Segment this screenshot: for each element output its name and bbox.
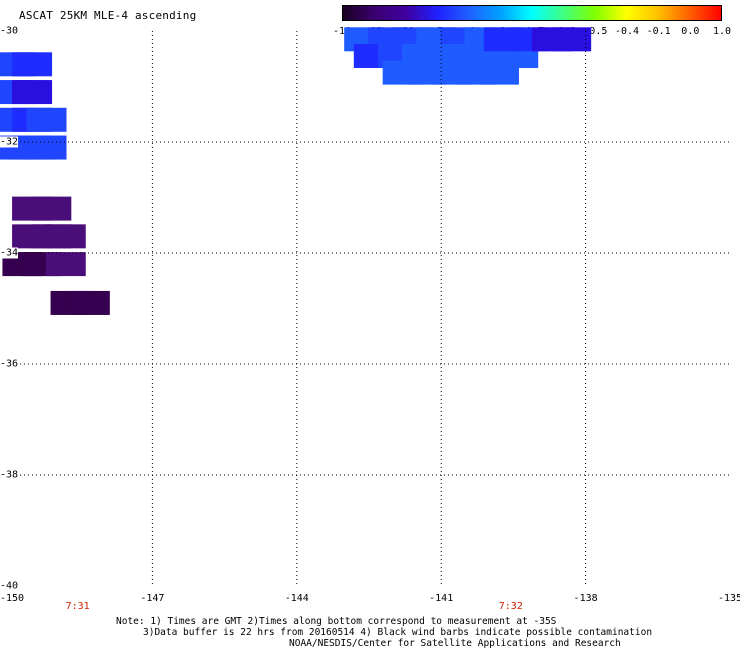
note-line-2: 3)Data buffer is 22 hrs from 20160514 4)… [143, 627, 653, 638]
swath-cell [478, 60, 519, 85]
colorbar-tick-label: -0.1 [646, 26, 671, 37]
time-label: 7:32 [498, 601, 523, 612]
swath-cell [69, 290, 110, 315]
latitude-label: -40 [0, 580, 19, 592]
longitude-label: -150 [0, 593, 25, 604]
longitude-label: -138 [573, 593, 598, 604]
latitude-label: -30 [0, 25, 19, 37]
note-line-1: Note: 1) Times are GMT 2)Times along bot… [116, 616, 557, 627]
time-label: 7:31 [65, 601, 90, 612]
swath-cell [45, 224, 86, 249]
longitude-label: -141 [429, 593, 454, 604]
colorbar-tick-label: 0.0 [681, 26, 700, 37]
colorbar-tick-label: -0.5 [583, 26, 608, 37]
swath-cell [26, 107, 67, 132]
swath-cell [31, 196, 72, 221]
note-line-3: NOAA/NESDIS/Center for Satellite Applica… [289, 638, 621, 649]
swath-cell [12, 52, 53, 77]
colorbar [342, 5, 722, 21]
latitude-label: -32 [0, 136, 19, 148]
latitude-label: -38 [0, 469, 19, 481]
longitude-label: -144 [284, 593, 309, 604]
swath-cell [12, 80, 53, 105]
map-title: ASCAT 25KM MLE-4 ascending [19, 9, 197, 22]
latitude-label: -34 [0, 247, 19, 259]
latitude-label: -36 [0, 358, 19, 370]
swath-cell [45, 252, 86, 277]
swath-cell [551, 27, 592, 52]
colorbar-tick-label: -0.4 [614, 26, 640, 37]
swath-cell [26, 135, 67, 160]
colorbar-tick-label: 1.0 [712, 26, 732, 37]
longitude-label: -135 [717, 593, 740, 604]
longitude-label: -147 [140, 593, 165, 604]
colorbar-tick-label: -16 [332, 26, 352, 37]
